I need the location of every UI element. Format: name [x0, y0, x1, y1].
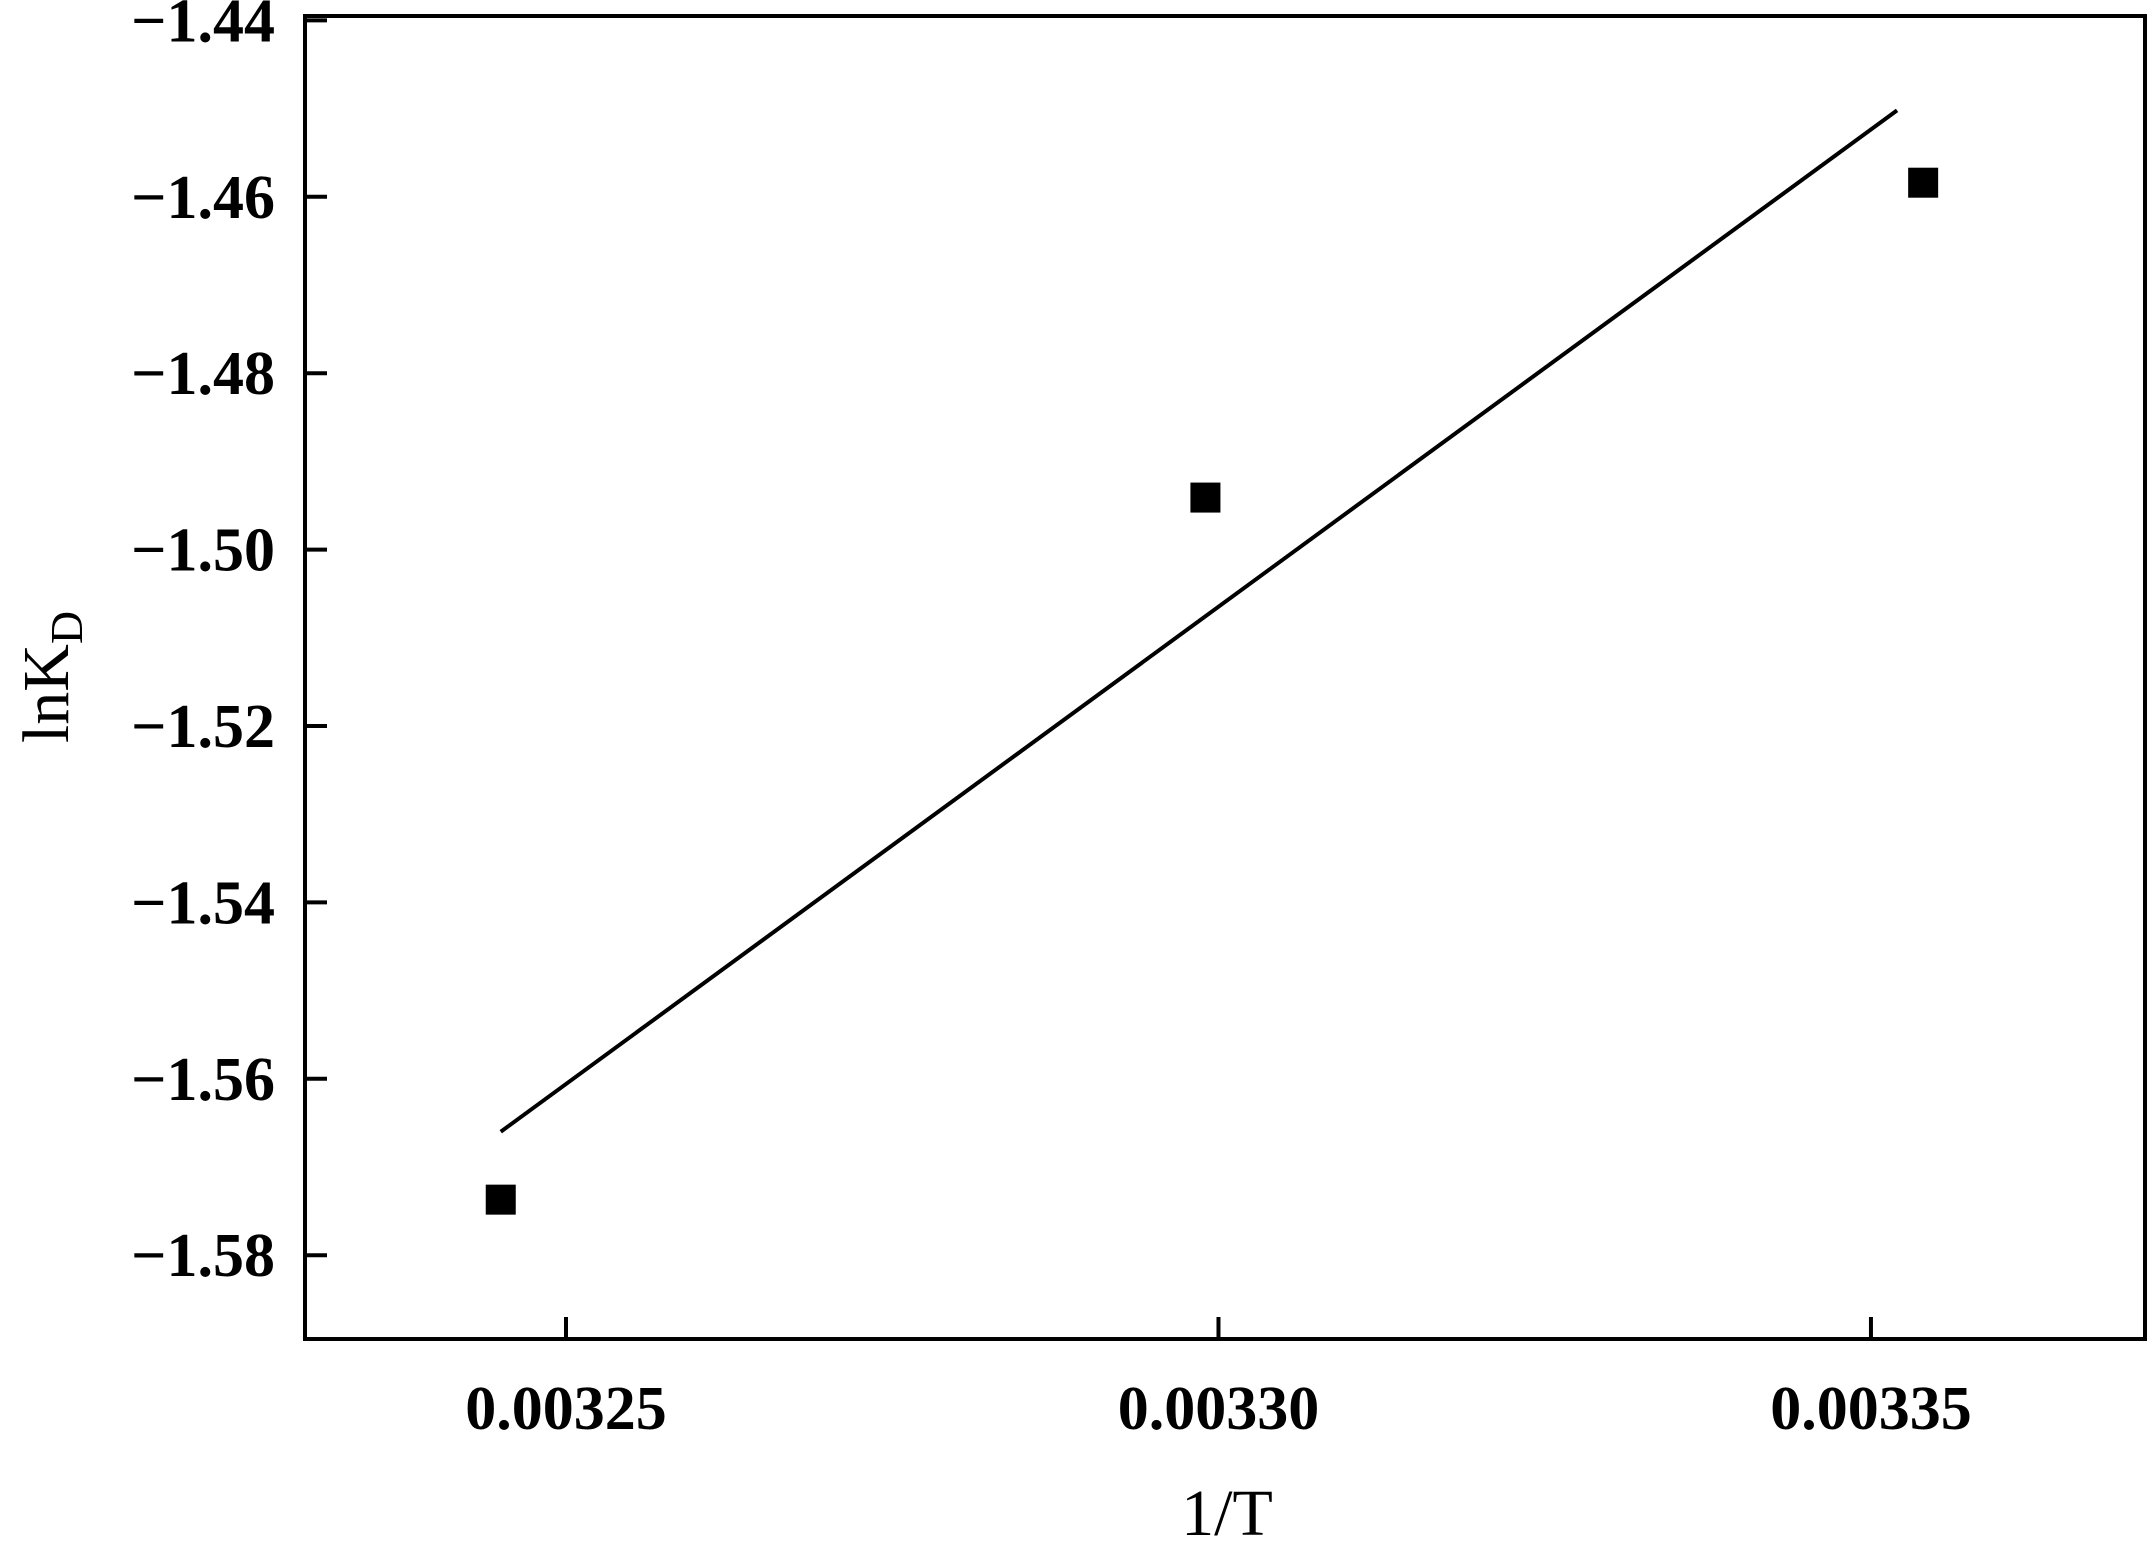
y-tick-label-5: −1.54 [131, 869, 275, 937]
y-axis-label-main: lnK [10, 644, 83, 743]
x-axis-label: 1/T [1181, 1477, 1273, 1550]
y-tick-label-1: −1.46 [131, 164, 275, 232]
x-ticks: 0.00325 0.00330 0.00335 [465, 1317, 1972, 1443]
data-point-0 [485, 1184, 516, 1215]
data-point-1 [1190, 482, 1221, 513]
y-axis-label-sub: D [41, 611, 92, 644]
x-tick-label-2: 0.00335 [1770, 1375, 1972, 1443]
x-tick-label-0: 0.00325 [465, 1375, 667, 1443]
x-tick-label-1: 0.00330 [1118, 1375, 1320, 1443]
y-tick-label-2: −1.48 [131, 340, 275, 408]
data-points [485, 167, 1939, 1215]
fit-line [499, 108, 1899, 1134]
plot-frame [303, 14, 2147, 1341]
y-tick-label-0: −1.44 [131, 0, 275, 55]
y-ticks: −1.44 −1.46 −1.48 −1.50 −1.52 −1.54 −1.56 −1.58 [131, 0, 327, 1290]
y-tick-label-6: −1.56 [131, 1046, 275, 1114]
y-axis-label: lnKD [10, 611, 92, 743]
data-point-2 [1908, 167, 1939, 198]
y-tick-label-4: −1.52 [131, 693, 275, 761]
y-tick-label-7: −1.58 [131, 1222, 275, 1290]
y-tick-label-3: −1.50 [131, 517, 275, 585]
